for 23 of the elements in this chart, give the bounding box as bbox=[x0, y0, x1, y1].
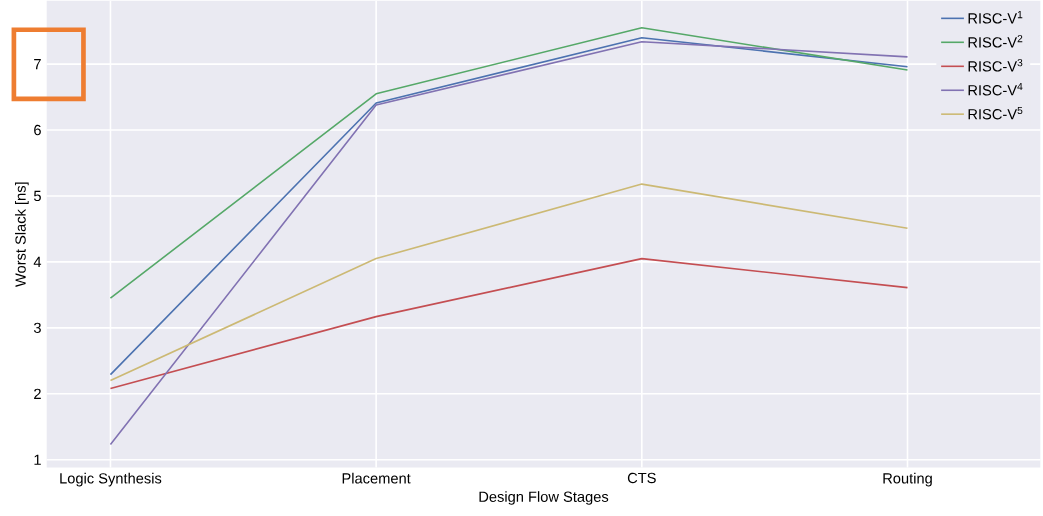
x-tick-label: Routing bbox=[883, 472, 932, 487]
legend-label: RISC-V$^{1}$ bbox=[968, 11, 1023, 24]
x-tick-label: Placement bbox=[342, 472, 411, 484]
y-tick-label: 6 bbox=[34, 125, 41, 136]
x-tick-label: Logic Synthesis bbox=[60, 472, 162, 487]
line-series bbox=[109, 37, 909, 376]
x-tick-label: CTS bbox=[627, 472, 656, 484]
x-axis-title: Design Flow Stages bbox=[479, 491, 609, 506]
y-tick-label: 1 bbox=[34, 454, 41, 465]
line-series bbox=[109, 27, 909, 300]
y-tick-label: 7 bbox=[34, 59, 41, 70]
legend-label: RISC-V$^{5}$ bbox=[968, 107, 1023, 120]
y-tick-label: 4 bbox=[33, 257, 42, 268]
y-tick-label: 5 bbox=[33, 191, 41, 202]
legend-label: RISC-V$^{2}$ bbox=[968, 35, 1023, 48]
line-series bbox=[109, 183, 909, 382]
legend-label: RISC-V$^{3}$ bbox=[968, 59, 1023, 72]
line-series bbox=[109, 41, 909, 446]
y-tick-label: 2 bbox=[34, 388, 41, 400]
legend-label: RISC-V$^{4}$ bbox=[968, 83, 1023, 96]
line-series bbox=[109, 257, 909, 390]
y-tick-label: 3 bbox=[33, 322, 41, 334]
y-axis-title: Worst Slack [ns] bbox=[15, 182, 29, 288]
